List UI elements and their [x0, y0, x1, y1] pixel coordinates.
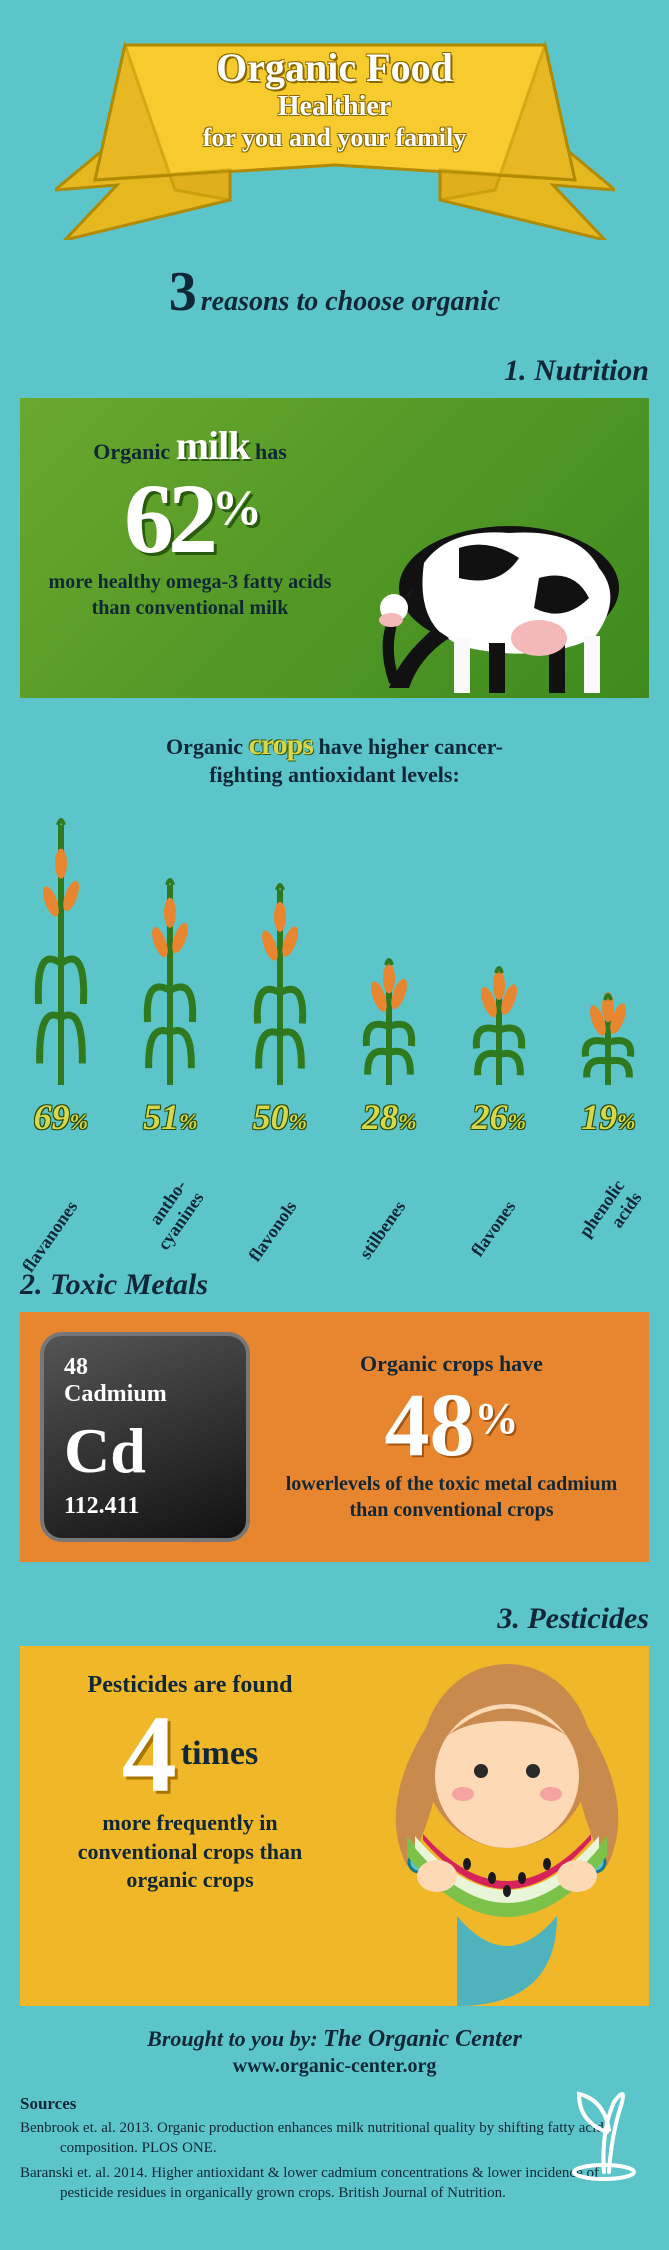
- milk-percent: 62%: [40, 469, 340, 569]
- crop-bar: 28% stilbenes: [339, 955, 439, 1138]
- banner: Organic Food Healthier for you and your …: [0, 0, 669, 260]
- girl-watermelon-illustration: [357, 1606, 657, 2006]
- leaf-logo-icon: [559, 2072, 649, 2187]
- crop-bar: 26% flavones: [449, 963, 549, 1138]
- corn-stalk-icon: [33, 815, 89, 1090]
- atomic-number: 48: [64, 1354, 226, 1381]
- element-symbol: Cd: [64, 1419, 226, 1483]
- atomic-mass: 112.411: [64, 1493, 226, 1520]
- corn-stalk-icon: [361, 955, 417, 1090]
- element-name: Cadmium: [64, 1381, 226, 1408]
- pesticides-card: Pesticides are found 4 times more freque…: [20, 1646, 649, 2006]
- crop-bar: 69% flavanones: [11, 815, 111, 1138]
- banner-subtitle: Healthier: [55, 91, 615, 123]
- toxic-percent: 48%: [274, 1381, 629, 1471]
- toxic-metals-card: 48 Cadmium Cd 112.411 Organic crops have…: [20, 1312, 649, 1562]
- corn-stalk-icon: [471, 963, 527, 1090]
- crop-percent: 51%: [143, 1096, 197, 1138]
- infographic-root: Organic Food Healthier for you and your …: [0, 0, 669, 2231]
- corn-stalk-icon: [252, 880, 308, 1090]
- crop-bar: 50% flavonols: [230, 880, 330, 1138]
- crop-percent: 28%: [362, 1096, 416, 1138]
- toxic-description: lowerlevels of the toxic metal cadmium t…: [274, 1471, 629, 1523]
- pesticides-times: times: [181, 1735, 258, 1773]
- milk-lead-text: Organic milk has: [40, 422, 340, 469]
- pesticides-lead-text: Pesticides are found: [40, 1672, 340, 1699]
- sources-heading: Sources: [20, 2094, 649, 2114]
- cow-illustration: [339, 488, 659, 698]
- reasons-count: 3: [169, 261, 197, 323]
- attribution: Brought to you by: The Organic Center: [0, 2026, 669, 2053]
- banner-title: Organic Food: [55, 44, 615, 91]
- pesticides-number: 4: [122, 1699, 177, 1809]
- reasons-heading: 3reasons to choose organic: [0, 260, 669, 324]
- milk-card: Organic milk has 62% more healthy omega-…: [20, 398, 649, 698]
- crop-percent: 26%: [472, 1096, 526, 1138]
- sources-section: Sources Benbrook et. al. 2013. Organic p…: [0, 2094, 669, 2231]
- corn-stalk-icon: [142, 875, 198, 1090]
- crop-percent: 19%: [581, 1096, 635, 1138]
- crop-bar: 51% antho- cyanines: [120, 875, 220, 1138]
- banner-tagline: for you and your family: [55, 123, 615, 153]
- crop-percent: 69%: [34, 1096, 88, 1138]
- banner-ribbon: Organic Food Healthier for you and your …: [55, 30, 615, 245]
- crops-heading: Organic crops have higher cancer-fightin…: [0, 728, 669, 798]
- crop-bar: 19% phenolic acids: [558, 990, 658, 1138]
- corn-stalk-icon: [580, 990, 636, 1090]
- milk-description: more healthy omega-3 fatty acids than co…: [40, 569, 340, 621]
- crops-bar-chart: 69% flavanones 51% antho- cyanines 50% f…: [0, 798, 669, 1138]
- crop-percent: 50%: [253, 1096, 307, 1138]
- pesticides-description: more frequently in conventional crops th…: [40, 1809, 340, 1895]
- section-title-nutrition: 1. Nutrition: [0, 344, 669, 398]
- toxic-lead-text: Organic crops have: [274, 1351, 629, 1377]
- cadmium-element-tile: 48 Cadmium Cd 112.411: [40, 1332, 250, 1542]
